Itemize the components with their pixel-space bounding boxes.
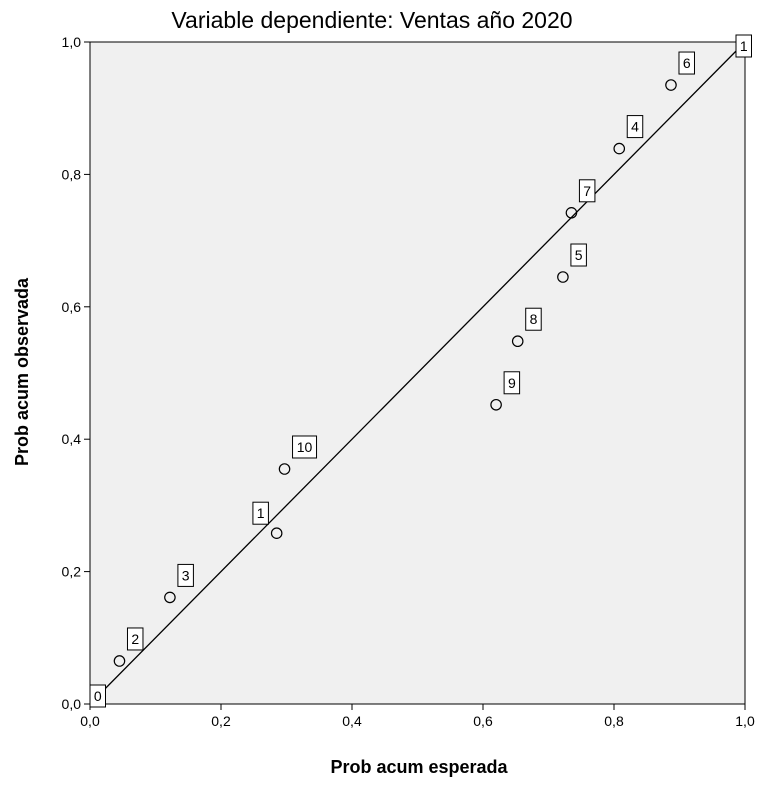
point-label: 5 [570,243,587,267]
x-tick-label: 0,6 [473,713,493,729]
point-label-text: 0 [94,688,102,704]
point-label-box [292,435,318,459]
axis-ticks: 0,0 0,2 0,4 0,6 0,8 1,0 0,0 0,2 0,4 0,6 0,8 1,0 [62,34,755,729]
data-points: 2 3 1 10 9 8 5 7 4 6 0 1 [89,34,752,708]
point-label-box [252,501,269,525]
point-label: 9 [503,371,521,395]
point-label: 1 [252,501,269,525]
point-label-text: 4 [631,119,639,135]
x-tick-label: 0,2 [211,713,231,729]
point-label-box [678,51,695,75]
x-tick-label: 0,4 [342,713,362,729]
data-point [565,206,578,219]
point-label-text: 7 [583,183,591,199]
point-label-box [177,563,194,587]
point-label: 6 [678,51,695,75]
data-point [665,79,677,91]
point-label-text: 1 [740,38,748,54]
point-label-text: 10 [297,439,313,455]
point-label-text: 3 [182,567,190,583]
point-label-box [525,307,542,331]
y-tick-label: 0,8 [62,166,82,182]
y-tick-label: 0,4 [62,431,82,447]
data-point [557,271,569,283]
point-label-box [626,115,644,139]
point-label-text: 1 [257,505,265,521]
x-tick-label: 0,8 [604,713,624,729]
data-point [164,591,176,604]
point-label-text: 8 [530,311,538,327]
point-label-text: 2 [131,631,139,647]
data-point [613,142,626,155]
point-label-box [578,179,596,203]
point-label-text: 9 [508,375,516,391]
y-tick-label: 0,0 [62,696,82,712]
point-label: 1 [735,34,752,58]
y-tick-label: 1,0 [62,34,82,50]
point-label: 2 [126,627,144,651]
point-label: 3 [177,563,194,587]
y-axis-title: Prob acum observada [12,277,32,466]
point-label: 10 [292,435,318,459]
point-label-text: 5 [575,247,583,263]
data-point [270,527,283,540]
point-label: 8 [525,307,542,331]
x-tick-label: 1,0 [735,713,755,729]
point-label-box [570,243,587,267]
point-label-box [126,627,144,651]
point-label-text: 6 [683,55,691,71]
data-point [490,398,502,411]
chart-title: Variable dependiente: Ventas año 2020 [171,7,572,33]
point-label: 0 [89,684,106,708]
reference-line [89,41,746,705]
data-point [511,335,524,348]
point-label-box [89,684,106,708]
point-label: 4 [626,115,644,139]
x-axis-title: Prob acum esperada [330,757,508,777]
point-label: 7 [578,179,596,203]
y-tick-label: 0,2 [62,564,82,580]
point-label-box [735,34,752,58]
x-tick-label: 0,0 [80,713,100,729]
data-point [278,463,291,475]
point-label-box [503,371,521,395]
y-tick-label: 0,6 [62,299,82,315]
data-point [113,655,126,667]
